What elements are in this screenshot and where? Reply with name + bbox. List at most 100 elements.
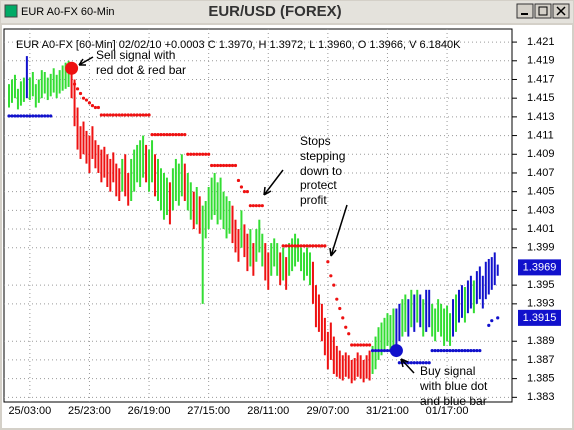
y-tick-label: 1.407 bbox=[527, 167, 555, 179]
stop-dot bbox=[332, 283, 336, 287]
stop-dot bbox=[213, 163, 217, 168]
stop-dot bbox=[37, 114, 41, 118]
stop-dot bbox=[189, 152, 193, 156]
stop-dot bbox=[156, 133, 160, 137]
annotation-line: down to bbox=[300, 164, 342, 178]
stop-dot bbox=[412, 361, 416, 365]
stop-dot bbox=[418, 361, 422, 365]
stop-dot bbox=[472, 348, 476, 353]
stop-dot bbox=[168, 133, 172, 137]
stop-dot bbox=[296, 244, 300, 248]
stop-dot bbox=[427, 361, 431, 365]
stop-dot bbox=[150, 133, 154, 137]
stop-dot bbox=[311, 244, 315, 248]
y-tick-label: 1.401 bbox=[527, 223, 555, 235]
stop-dot bbox=[320, 244, 324, 248]
stop-dot bbox=[305, 244, 309, 248]
stop-dot bbox=[287, 244, 291, 248]
stop-dot bbox=[487, 323, 491, 327]
stop-dot bbox=[210, 163, 214, 168]
stop-dot bbox=[129, 113, 133, 117]
stop-dot bbox=[22, 114, 26, 118]
arrow bbox=[78, 56, 94, 66]
stop-dot bbox=[365, 343, 369, 347]
stop-dot bbox=[373, 348, 378, 353]
arrow bbox=[263, 169, 284, 196]
stop-dot bbox=[248, 204, 252, 208]
window-buttons bbox=[516, 3, 570, 19]
stop-dot bbox=[159, 133, 163, 137]
stop-dot bbox=[260, 204, 264, 208]
stop-dot bbox=[326, 260, 330, 264]
maximize-icon bbox=[538, 6, 548, 16]
x-tick-label: 31/21:00 bbox=[366, 405, 409, 417]
stop-dot bbox=[421, 361, 425, 365]
stop-dot bbox=[16, 114, 20, 118]
stop-dot bbox=[147, 113, 151, 117]
annotation-stops: Stops stepping down to protect profit bbox=[263, 134, 348, 257]
stop-dot bbox=[90, 104, 95, 108]
stop-dot bbox=[141, 113, 145, 117]
annotation-line: stepping bbox=[300, 149, 345, 163]
x-tick-label: 25/23:00 bbox=[68, 405, 111, 417]
stop-dot bbox=[132, 113, 136, 117]
stop-dot bbox=[257, 204, 261, 208]
stop-dot bbox=[466, 348, 470, 353]
stop-dot bbox=[186, 152, 190, 156]
stop-dot bbox=[448, 348, 452, 353]
stop-dot bbox=[177, 133, 181, 137]
signal-dot bbox=[389, 344, 403, 358]
x-tick-label: 01/17:00 bbox=[426, 405, 469, 417]
stop-dot bbox=[251, 204, 255, 208]
stop-dot bbox=[96, 105, 100, 110]
x-tick-label: 26/19:00 bbox=[128, 405, 171, 417]
close-icon bbox=[556, 6, 566, 16]
annotation-line: Buy signal bbox=[420, 364, 475, 378]
stop-dot bbox=[460, 348, 464, 353]
stop-dot bbox=[40, 114, 44, 118]
stop-dot bbox=[93, 105, 98, 110]
stop-dot bbox=[34, 114, 38, 118]
stop-dot bbox=[439, 348, 443, 353]
stop-dot bbox=[490, 319, 494, 323]
stop-dot bbox=[99, 113, 103, 117]
stop-dot bbox=[102, 113, 106, 117]
stop-dot bbox=[433, 348, 437, 353]
annotation-buy: Buy signal with blue dot and blue bar bbox=[400, 358, 488, 408]
stop-dot bbox=[367, 343, 372, 347]
stop-dot bbox=[281, 244, 285, 248]
y-tick-label: 1.387 bbox=[527, 354, 555, 366]
annotation-line: red dot & red bar bbox=[96, 63, 186, 77]
y-tick-label: 1.413 bbox=[527, 111, 555, 123]
stop-dot bbox=[445, 348, 449, 353]
y-tick-label: 1.419 bbox=[527, 55, 555, 67]
annotation-line: with blue dot bbox=[419, 379, 488, 393]
plot-frame bbox=[3, 28, 513, 403]
stop-dot bbox=[379, 348, 384, 353]
y-tick-label: 1.405 bbox=[527, 186, 555, 198]
stop-dot bbox=[299, 244, 303, 248]
stop-dot bbox=[28, 114, 32, 118]
x-tick-label: 27/15:00 bbox=[187, 405, 230, 417]
y-tick-label: 1.383 bbox=[527, 391, 555, 403]
stop-dot bbox=[436, 348, 440, 353]
maximize-button[interactable] bbox=[534, 3, 552, 19]
window-title: EUR A0-FX 60-Min bbox=[21, 6, 115, 18]
x-tick-label: 29/07:00 bbox=[306, 405, 349, 417]
stop-dot bbox=[376, 348, 381, 353]
arrow bbox=[329, 204, 348, 257]
stop-dot bbox=[31, 114, 35, 118]
stop-dot bbox=[180, 133, 184, 137]
stop-dot bbox=[221, 163, 226, 168]
stop-dot bbox=[475, 348, 479, 353]
last-price-box bbox=[518, 259, 561, 276]
stop-dot bbox=[84, 98, 89, 102]
stop-dot bbox=[120, 113, 124, 117]
stop-dot bbox=[165, 133, 169, 137]
stop-dot bbox=[430, 348, 434, 353]
stop-dot bbox=[356, 343, 360, 347]
stop-dot bbox=[397, 361, 401, 365]
title-bar bbox=[1, 1, 573, 23]
minimize-button[interactable] bbox=[516, 3, 534, 19]
header-info: EUR A0-FX [60-Min] 02/02/10 +0.0003 C 1.… bbox=[16, 39, 461, 51]
